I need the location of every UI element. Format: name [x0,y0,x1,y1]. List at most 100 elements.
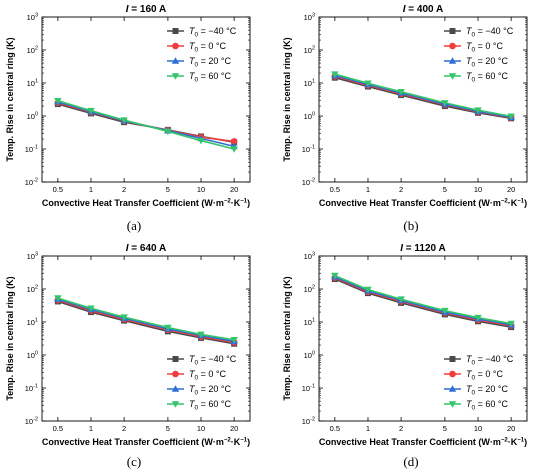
legend-marker [171,73,180,80]
x-tick-label: 20 [507,424,515,433]
x-tick-label: 2 [399,424,403,433]
y-tick-label: 102 [304,46,315,56]
legend-label: T0 = 20 °C [189,384,231,397]
x-tick-label: 20 [230,185,238,194]
legend-label: T0 = −40 °C [466,354,514,367]
data-point [197,331,205,339]
series-line-2 [57,299,235,344]
x-tick-label: 0.5 [330,424,340,433]
data-point [197,137,205,145]
panel-label: (d) [403,454,418,469]
series-line-4 [57,297,235,341]
legend-marker [448,401,457,408]
x-tick-label: 0.5 [330,185,340,194]
series-line-1 [334,278,512,328]
y-tick-label: 10-2 [302,178,315,188]
chart-title: I = 1120 A [400,243,446,254]
y-tick-label: 10-1 [302,145,315,155]
y-tick-label: 102 [27,285,38,295]
chart-panel-4: I = 1120 A 10-2 10-1 100 101 102 103 0.5 1 2 5 10 20… [282,243,528,469]
y-tick-label: 103 [27,252,38,262]
y-tick-label: 102 [304,285,315,295]
legend-marker [172,370,179,378]
y-tick-label: 100 [27,112,38,122]
x-axis-label: Convective Heat Transfer Coefficient (W·… [319,198,527,208]
legend-label: T0 = −40 °C [466,26,514,39]
y-tick-label: 101 [304,318,315,328]
legend-marker [172,28,179,34]
x-tick-label: 2 [122,424,126,433]
legend-marker [449,370,456,378]
legend-label: T0 = 0 °C [189,41,226,54]
legend-marker [171,57,180,64]
data-point [120,117,128,124]
x-tick-label: 10 [474,424,482,433]
legend-label: T0 = 20 °C [466,56,508,69]
x-tick-label: 10 [197,185,205,194]
x-axis-label: Convective Heat Transfer Coefficient (W·… [319,437,527,447]
y-axis-label: Temp. Rise in central ring (K) [282,37,292,161]
legend-marker [448,385,457,392]
chart-panel-3: I = 640 A 10-2 10-1 100 101 102 103 0.5 1 2 5 10 20 T… [5,243,251,469]
legend-label: T0 = −40 °C [189,354,237,367]
legend-marker [448,57,457,64]
data-point [87,107,95,115]
y-tick-label: 100 [304,351,315,361]
legend-label: T0 = 0 °C [466,369,503,382]
plot-frame [318,255,528,422]
panel-label: (c) [127,454,141,469]
y-tick-label: 10-1 [302,384,315,394]
legend-label: T0 = 20 °C [466,384,508,397]
legend-marker [449,356,456,362]
data-point [54,295,62,302]
y-tick-label: 103 [304,13,315,23]
x-tick-label: 5 [443,424,447,433]
y-tick-label: 10-1 [25,145,38,155]
series-line-4 [57,99,235,150]
data-point [331,71,339,78]
legend-label: T0 = 60 °C [466,71,508,84]
legend: T0 = −40 °C T0 = 0 °C T0 = 20 °C T0 = 60 °C [444,26,514,84]
legend-marker [449,28,456,34]
legend: T0 = −40 °C T0 = 0 °C T0 = 20 °C T0 = 60 °C [444,354,514,412]
data-point [230,138,238,145]
data-point [230,146,238,153]
legend-marker [172,356,179,362]
legend-marker [448,73,457,80]
data-point [441,100,449,107]
y-tick-label: 100 [27,351,38,361]
chart-panel-2: I = 400 A 10-2 10-1 100 101 102 103 0.5 1 2 5 10 20 T… [282,4,528,233]
legend-marker [171,401,180,408]
legend-label: T0 = 0 °C [466,41,503,54]
plot-frame [41,255,251,422]
y-tick-label: 103 [304,252,315,262]
series-line-1 [334,76,512,120]
chart-panel-1: I = 160 A 10-2 10-1 100 101 102 103 0.5 1 2 5 10 20 T… [5,4,251,233]
series-line-3 [334,74,512,118]
y-tick-label: 102 [27,46,38,56]
legend-label: T0 = 60 °C [189,71,231,84]
data-point [364,80,372,88]
series-line-4 [334,73,512,118]
legend-label: T0 = 0 °C [189,369,226,382]
y-axis-label: Temp. Rise in central ring (K) [5,37,15,161]
y-tick-label: 10-1 [25,384,38,394]
series-line-2 [334,276,512,327]
data-point [164,324,172,332]
panel-label: (a) [127,218,141,233]
x-tick-label: 5 [166,185,170,194]
legend-label: T0 = 60 °C [466,399,508,412]
data-point [364,286,372,294]
plot-frame [41,16,251,183]
y-tick-label: 100 [304,112,315,122]
series-line-4 [334,274,512,325]
y-tick-label: 101 [27,318,38,328]
y-tick-label: 10-2 [25,417,38,427]
y-axis-label: Temp. Rise in central ring (K) [5,276,15,400]
x-tick-label: 0.5 [53,185,63,194]
panel-label: (b) [403,218,418,233]
legend-label: T0 = 20 °C [189,56,231,69]
x-tick-label: 0.5 [53,424,63,433]
